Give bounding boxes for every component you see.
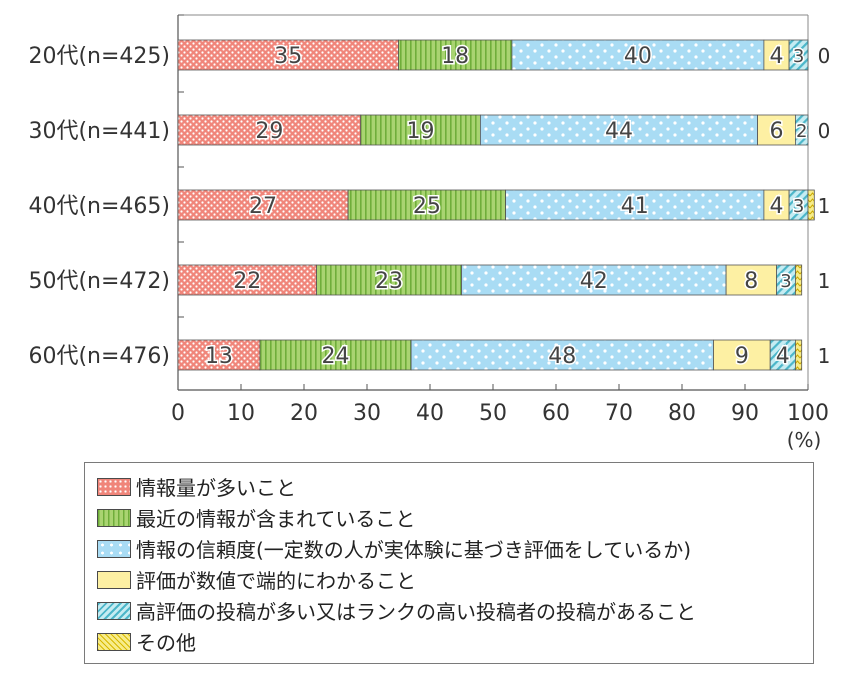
- bar-segment: [398, 39, 513, 71]
- bar-segment: [795, 114, 809, 146]
- data-label: 8: [744, 269, 758, 294]
- legend-swatch: [97, 601, 131, 620]
- bar-segment: [360, 114, 481, 146]
- category-label: 40代(n=465): [28, 194, 170, 219]
- data-label: 35: [274, 44, 302, 69]
- legend-swatch: [97, 570, 131, 589]
- bar-segment: [757, 114, 796, 146]
- data-label: 3: [793, 196, 804, 217]
- bar-segment: [505, 189, 765, 221]
- data-label: 42: [580, 269, 608, 294]
- legend-swatch: [97, 508, 131, 527]
- category-label: 50代(n=472): [28, 269, 170, 294]
- data-label: 1: [818, 344, 831, 368]
- bar-segment: [177, 114, 362, 146]
- data-label: 3: [780, 271, 791, 292]
- legend-swatch: [97, 539, 131, 558]
- bar-segment: [511, 39, 765, 71]
- x-tick-label: 10: [227, 401, 255, 426]
- x-tick-label: 90: [731, 401, 759, 426]
- bar-segment: [769, 339, 796, 371]
- data-label: 2: [796, 121, 807, 142]
- data-label: 1: [818, 194, 831, 218]
- x-tick-label: 40: [416, 401, 444, 426]
- data-label: 19: [407, 119, 435, 144]
- legend-item: 情報量が多いこと: [97, 471, 813, 502]
- data-label: 29: [255, 119, 283, 144]
- bar-segment: [177, 339, 261, 371]
- legend-item: 高評価の投稿が多い又はランクの高い投稿者の投稿があること: [97, 595, 813, 626]
- data-label: 4: [770, 194, 784, 219]
- legend: 情報量が多いこと最近の情報が含まれていること情報の信頼度(一定数の人が実体験に基…: [84, 462, 814, 664]
- legend-swatch: [97, 632, 131, 651]
- bar-segment: [479, 114, 759, 146]
- data-label: 25: [413, 194, 441, 219]
- x-tick-label: 0: [171, 401, 185, 426]
- bar-segment: [177, 264, 318, 296]
- data-label: 48: [548, 344, 576, 369]
- bar-segment: [177, 189, 349, 221]
- bar-segment: [763, 189, 790, 221]
- x-tick-label: 80: [668, 401, 696, 426]
- data-label: 3: [793, 46, 804, 67]
- data-label: 18: [441, 44, 469, 69]
- legend-label: 評価が数値で端的にわかること: [136, 569, 416, 593]
- bar-segment: [807, 189, 815, 221]
- chart-bars: [177, 39, 815, 371]
- legend-item: 評価が数値で端的にわかること: [97, 564, 813, 595]
- bar-segment: [713, 339, 771, 371]
- x-tick-label: 100: [787, 401, 829, 426]
- data-label: 4: [776, 344, 790, 369]
- data-label: 0: [818, 44, 831, 68]
- legend-label: 高評価の投稿が多い又はランクの高い投稿者の投稿があること: [136, 600, 696, 624]
- data-label: 41: [621, 194, 649, 219]
- x-tick-label: 70: [605, 401, 633, 426]
- bar-segment: [725, 264, 777, 296]
- legend-item: その他: [97, 626, 813, 657]
- legend-label: その他: [136, 631, 196, 655]
- legend-label: 最近の情報が含まれていること: [136, 507, 416, 531]
- category-label: 20代(n=425): [28, 44, 170, 69]
- data-label: 24: [322, 344, 350, 369]
- legend-swatch: [97, 477, 131, 496]
- bar-segment: [410, 339, 714, 371]
- category-label: 30代(n=441): [28, 119, 170, 144]
- data-label: 40: [624, 44, 652, 69]
- data-label: 1: [818, 269, 831, 293]
- chart-axes: 0 10 20 30 40 50 60 70 80 90 100(%): [171, 14, 829, 452]
- x-tick-label: 60: [542, 401, 570, 426]
- legend-item: 最近の情報が含まれていること: [97, 502, 813, 533]
- category-label: 60代(n=476): [28, 344, 170, 369]
- data-label: 22: [233, 269, 261, 294]
- data-label: 9: [735, 344, 749, 369]
- data-label: 27: [249, 194, 277, 219]
- data-label: 44: [605, 119, 633, 144]
- x-tick-label: 50: [479, 401, 507, 426]
- bar-segment: [788, 39, 809, 71]
- data-label: 4: [770, 44, 784, 69]
- bar-segment: [461, 264, 727, 296]
- x-tick-label: 20: [290, 401, 318, 426]
- bar-segment: [259, 339, 412, 371]
- legend-item: 情報の信頼度(一定数の人が実体験に基づき評価をしているか): [97, 533, 813, 564]
- data-label: 13: [205, 344, 233, 369]
- bar-segment: [347, 189, 507, 221]
- data-label: 23: [375, 269, 403, 294]
- legend-label: 情報量が多いこと: [136, 476, 296, 500]
- data-label: 0: [818, 119, 831, 143]
- data-label: 6: [770, 119, 784, 144]
- bar-segment: [177, 39, 399, 71]
- legend-label: 情報の信頼度(一定数の人が実体験に基づき評価をしているか): [136, 538, 692, 562]
- bar-segment: [795, 264, 803, 296]
- bar-segment: [763, 39, 790, 71]
- x-unit-label: (%): [787, 428, 822, 452]
- x-tick-label: 30: [353, 401, 381, 426]
- bar-segment: [316, 264, 462, 296]
- bar-segment: [795, 339, 803, 371]
